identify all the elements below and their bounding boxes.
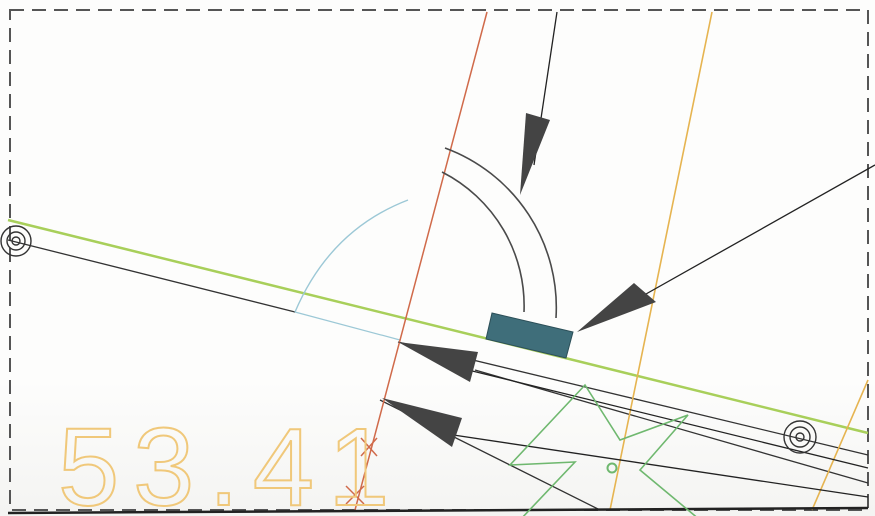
black-line-lower xyxy=(474,369,869,484)
arrow-top xyxy=(520,11,558,195)
teal-pad xyxy=(485,312,574,359)
arrow-lower xyxy=(382,398,869,498)
red-line xyxy=(354,11,488,511)
light-line-segment xyxy=(294,311,401,341)
survey-target-left xyxy=(0,225,32,257)
orange-line-right xyxy=(609,11,713,511)
red-cross-marks xyxy=(345,437,378,505)
survey-target-right xyxy=(783,420,817,454)
green-star xyxy=(508,383,697,516)
arrow-middle xyxy=(398,342,869,469)
scan-shading xyxy=(0,380,875,516)
bottom-edge-line xyxy=(7,506,869,515)
outer-arc xyxy=(444,147,558,319)
inner-arc xyxy=(441,171,525,313)
orange-line-corner xyxy=(811,379,869,511)
black-line-upper xyxy=(7,239,296,313)
elevation-label: 53.41 xyxy=(58,406,403,516)
light-arc xyxy=(294,199,409,313)
arrow-right xyxy=(577,164,875,332)
green-boundary-line xyxy=(7,218,869,435)
